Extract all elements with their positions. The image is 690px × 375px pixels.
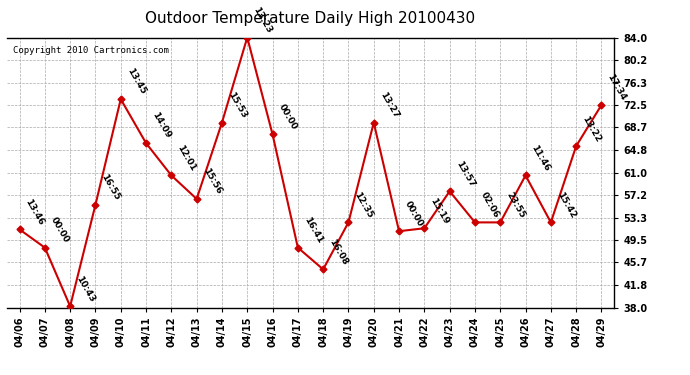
Text: 13:45: 13:45 bbox=[125, 67, 147, 96]
Text: 16:41: 16:41 bbox=[302, 216, 324, 245]
Text: 13:57: 13:57 bbox=[454, 159, 476, 189]
Text: 16:55: 16:55 bbox=[99, 173, 121, 202]
Text: 13:46: 13:46 bbox=[23, 197, 46, 226]
Text: 10:43: 10:43 bbox=[75, 274, 97, 303]
Text: 13:23: 13:23 bbox=[251, 5, 273, 35]
Text: 00:00: 00:00 bbox=[277, 103, 299, 132]
Text: 17:34: 17:34 bbox=[606, 73, 628, 102]
Text: Copyright 2010 Cartronics.com: Copyright 2010 Cartronics.com bbox=[13, 46, 169, 55]
Text: 16:08: 16:08 bbox=[327, 237, 349, 267]
Text: 23:55: 23:55 bbox=[504, 190, 526, 220]
Text: 15:56: 15:56 bbox=[201, 167, 223, 196]
Text: 14:09: 14:09 bbox=[150, 111, 172, 140]
Text: 12:35: 12:35 bbox=[353, 190, 375, 220]
Text: 15:53: 15:53 bbox=[226, 90, 248, 120]
Text: 13:27: 13:27 bbox=[378, 90, 400, 120]
Text: 13:22: 13:22 bbox=[580, 114, 602, 143]
Text: 15:42: 15:42 bbox=[555, 190, 578, 220]
Text: 00:00: 00:00 bbox=[403, 200, 425, 228]
Text: 12:01: 12:01 bbox=[175, 144, 197, 172]
Text: 11:46: 11:46 bbox=[530, 143, 552, 172]
Text: 02:06: 02:06 bbox=[479, 190, 501, 220]
Text: 15:19: 15:19 bbox=[428, 196, 451, 225]
Text: Outdoor Temperature Daily High 20100430: Outdoor Temperature Daily High 20100430 bbox=[146, 11, 475, 26]
Text: 00:00: 00:00 bbox=[49, 216, 71, 245]
